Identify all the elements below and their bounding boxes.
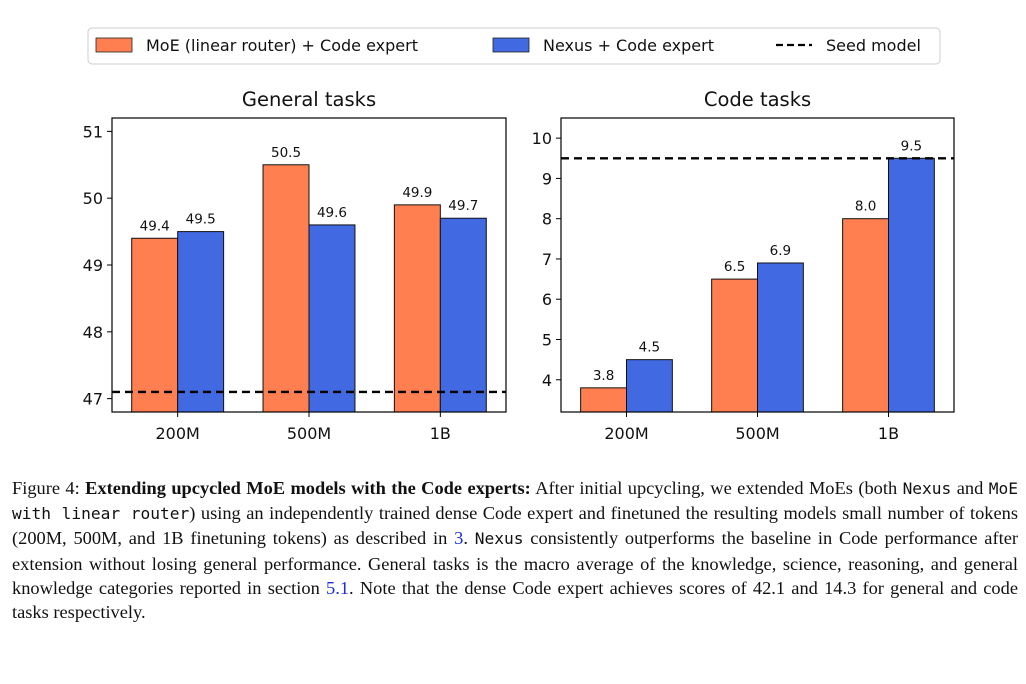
code-data-label: 6.5: [724, 259, 745, 275]
caption-text-3: ) using an independently trained dense C…: [12, 503, 1018, 549]
general-bar-moe: [262, 164, 310, 413]
general-xtick-label: 500M: [287, 424, 331, 443]
caption-text-2: and: [956, 478, 984, 498]
legend-label-moe: MoE (linear router) + Code expert: [146, 36, 418, 55]
general-ytick-label: 51: [83, 122, 103, 141]
code-ytick-label: 5: [542, 331, 552, 350]
code-ytick-label: 7: [542, 250, 552, 269]
code-bar-moe: [711, 278, 759, 413]
code-bar-moe: [580, 387, 628, 413]
general-data-label: 49.6: [317, 205, 347, 221]
code-bar-nexus: [757, 262, 804, 413]
code-data-label: 3.8: [593, 368, 614, 384]
caption-ref-section-5-1[interactable]: 5.1: [326, 577, 350, 598]
general-tasks-panel: General tasks 47 48 49 50 51 49.4 49.5 200M 50.5 4…: [83, 88, 507, 443]
general-data-label: 49.9: [402, 185, 432, 201]
code-xtick-label: 500M: [735, 424, 779, 443]
caption-ref-section-3[interactable]: 3: [454, 528, 464, 549]
legend: MoE (linear router) + Code expert Nexus …: [87, 27, 941, 65]
general-data-label: 49.4: [140, 218, 170, 234]
general-data-label: 49.5: [186, 212, 216, 228]
general-xtick-label: 200M: [155, 424, 199, 443]
general-bar-moe: [131, 237, 179, 413]
legend-label-nexus: Nexus + Code expert: [543, 36, 714, 55]
code-data-label: 9.5: [901, 138, 922, 154]
general-title: General tasks: [242, 88, 376, 111]
general-data-label: 49.7: [448, 198, 478, 214]
general-ytick-label: 50: [83, 189, 103, 208]
caption-text-6: . Note that the dense Code expert achiev…: [12, 577, 1018, 623]
code-xtick-label: 200M: [604, 424, 648, 443]
code-ytick-label: 6: [542, 290, 552, 309]
legend-patch-nexus: [492, 37, 530, 53]
code-axes-frame: [560, 117, 955, 413]
legend-patch-moe: [95, 37, 133, 53]
general-data-label: 50.5: [271, 145, 301, 161]
general-xtick-label: 1B: [430, 424, 451, 443]
caption-text-1: After initial upcycling, we extended MoE…: [535, 478, 898, 498]
code-data-label: 4.5: [639, 340, 660, 356]
code-ytick-label: 10: [532, 129, 552, 148]
figure-svg: MoE (linear router) + Code expert Nexus …: [83, 27, 955, 443]
legend-label-seed: Seed model: [826, 36, 921, 55]
code-bar-nexus: [626, 359, 673, 413]
general-bar-nexus: [308, 224, 356, 413]
code-xtick-label: 1B: [878, 424, 899, 443]
code-bar-moe: [842, 218, 890, 413]
general-ytick-label: 47: [83, 390, 103, 409]
caption-text-5: consistently outperforms the baseline in…: [12, 528, 1018, 598]
caption-code-moe: MoE with linear router: [12, 479, 1018, 524]
code-data-label: 8.0: [855, 199, 876, 215]
code-data-label: 6.9: [770, 243, 791, 259]
figure-caption: Figure 4: Extending upcycled MoE models …: [12, 476, 1018, 624]
figure: MoE (linear router) + Code expert Nexus …: [83, 27, 955, 443]
general-ytick-label: 48: [83, 323, 103, 342]
caption-code-nexus: Nexus: [902, 479, 952, 498]
code-title: Code tasks: [704, 88, 811, 111]
code-bar-nexus: [888, 157, 935, 413]
caption-code-nexus-2: Nexus: [474, 529, 524, 549]
general-bar-nexus: [177, 231, 225, 413]
general-axes-frame: [111, 117, 507, 413]
caption-title: Extending upcycled MoE models with the C…: [85, 478, 531, 498]
code-tasks-panel: Code tasks 4 5 6 7 8 9 10 3.8 4.5 200M 6.5 6.9 500M 8.…: [532, 88, 955, 443]
caption-text-4: .: [463, 528, 468, 549]
code-ytick-label: 8: [542, 210, 552, 229]
general-ytick-label: 49: [83, 256, 103, 275]
caption-label: Figure 4:: [12, 478, 80, 498]
code-ytick-label: 4: [542, 371, 552, 390]
general-bar-moe: [393, 204, 441, 413]
general-bar-nexus: [439, 217, 487, 413]
code-ytick-label: 9: [542, 169, 552, 188]
